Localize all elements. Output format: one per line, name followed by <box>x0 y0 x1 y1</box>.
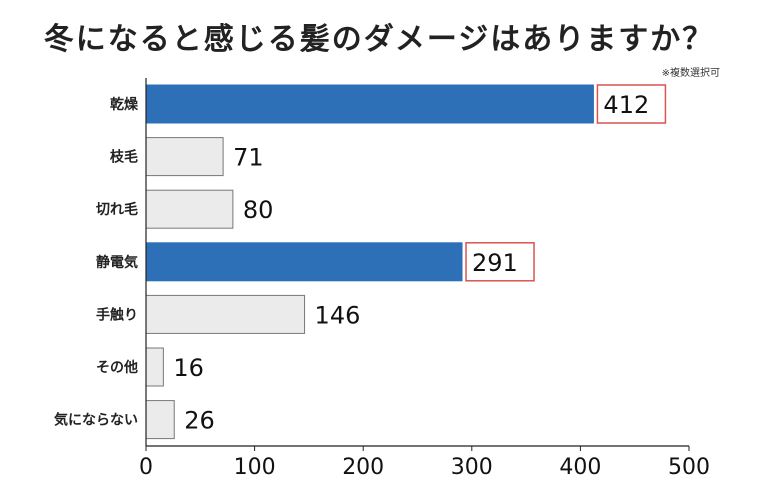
category-label: その他 <box>96 359 138 376</box>
bar <box>145 400 175 440</box>
data-label: 16 <box>173 354 204 382</box>
bar <box>145 189 234 229</box>
x-tick-label: 400 <box>559 455 601 480</box>
data-label: 71 <box>233 144 264 172</box>
bar <box>145 84 594 124</box>
data-label-box <box>465 242 535 282</box>
bar <box>145 242 463 282</box>
x-tick-label: 300 <box>451 455 493 480</box>
bar <box>145 137 224 177</box>
data-label: 412 <box>603 91 649 119</box>
x-tick-label: 100 <box>234 455 276 480</box>
x-tick-label: 500 <box>668 455 710 480</box>
category-label: 静電気 <box>96 254 138 271</box>
x-tick-label: 200 <box>342 455 384 480</box>
chart-title: 冬になると感じる髪のダメージはありますか？ <box>43 22 715 57</box>
bar <box>145 347 164 387</box>
chart-note: ※複数選択可 <box>661 68 720 79</box>
category-label: 気にならない <box>54 412 138 429</box>
data-label: 146 <box>315 301 361 329</box>
data-label: 26 <box>184 407 215 435</box>
category-label: 切れ毛 <box>96 201 138 218</box>
data-label: 80 <box>243 196 274 224</box>
category-label: 枝毛 <box>109 149 138 166</box>
bar <box>145 294 306 334</box>
category-label: 手触り <box>96 306 138 323</box>
data-label: 291 <box>472 249 518 277</box>
data-label-box <box>596 84 667 124</box>
x-tick-label: 0 <box>139 455 153 480</box>
category-label: 乾燥 <box>110 96 139 113</box>
